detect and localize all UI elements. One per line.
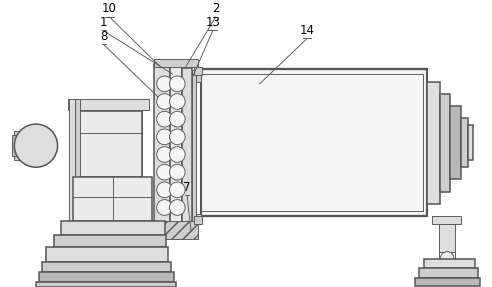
Bar [468,125,473,160]
Text: 2: 2 [212,2,219,15]
Bar [439,224,455,252]
Circle shape [14,124,58,167]
Bar [75,98,80,231]
Bar [419,268,478,278]
Bar [73,111,142,177]
Circle shape [156,129,172,145]
Bar [427,82,440,203]
Bar [46,247,168,263]
Circle shape [156,164,172,180]
Circle shape [156,182,172,198]
Bar [154,64,170,229]
Circle shape [169,129,185,145]
Bar [170,66,182,227]
Bar [450,106,461,179]
Circle shape [169,200,185,215]
Circle shape [156,111,172,127]
Bar [36,282,176,287]
Bar [201,74,423,212]
Bar [196,72,201,82]
Bar [196,214,201,224]
Text: 13: 13 [205,16,220,29]
Bar [194,216,202,224]
Bar [42,263,171,272]
Bar [163,221,198,239]
Circle shape [156,200,172,215]
Circle shape [169,76,185,92]
Circle shape [440,252,454,265]
Bar [154,59,198,67]
Circle shape [156,76,172,92]
Text: 10: 10 [102,2,117,15]
Polygon shape [73,111,142,177]
Circle shape [169,164,185,180]
Bar [69,98,75,231]
Bar [154,226,198,234]
Circle shape [169,147,185,162]
Circle shape [156,94,172,109]
Bar [12,135,24,156]
Bar [440,94,450,192]
Bar [73,177,152,221]
Bar [68,98,149,110]
Bar [62,221,164,235]
Text: 7: 7 [184,181,191,194]
Bar [192,70,196,225]
Bar [14,131,34,160]
Bar [54,235,166,247]
Bar [39,272,174,282]
Bar [415,278,480,286]
Bar [461,118,468,167]
Bar [201,69,427,216]
Text: 1: 1 [100,16,107,29]
Circle shape [169,111,185,127]
Circle shape [156,147,172,162]
Bar [194,67,202,75]
Bar [182,68,192,225]
Circle shape [169,94,185,109]
Bar [424,259,475,268]
Text: 8: 8 [100,30,107,42]
Bar [431,216,461,224]
Circle shape [169,182,185,198]
Text: 14: 14 [299,24,314,37]
